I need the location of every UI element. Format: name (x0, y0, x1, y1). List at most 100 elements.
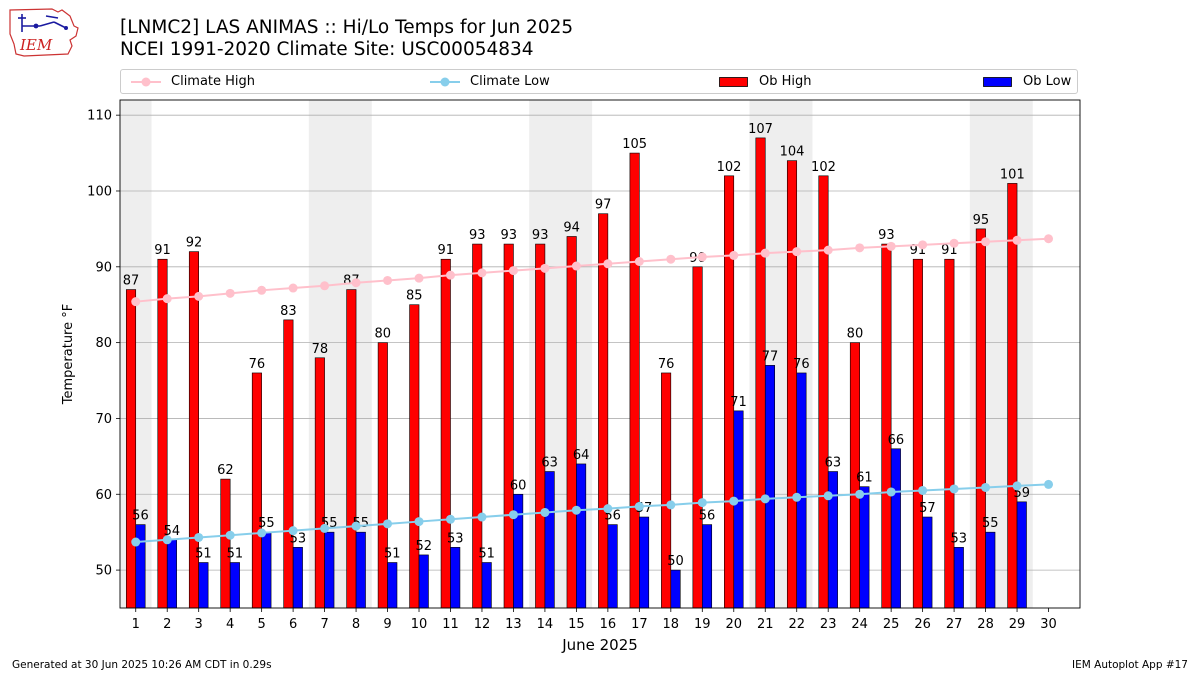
climate-high-point (823, 245, 833, 255)
ob-low-label: 51 (384, 547, 401, 562)
ob-high-label: 87 (123, 274, 140, 289)
climate-high-point (760, 248, 770, 258)
climate-low-point (508, 510, 518, 520)
ob-high-bar (661, 372, 672, 609)
climate-low-point (760, 494, 770, 504)
app-credit: IEM Autoplot App #17 (1072, 659, 1188, 671)
ob-high-bar (598, 213, 609, 609)
ob-high-label: 80 (375, 327, 392, 342)
ob-low-label: 71 (730, 395, 747, 410)
ob-high-bar (503, 243, 514, 609)
climate-low-point (981, 482, 991, 492)
x-tick-label: 17 (631, 617, 648, 632)
ob-high-label: 78 (312, 342, 329, 357)
climate-low-point (445, 514, 455, 524)
ob-low-label: 63 (825, 456, 842, 471)
ob-low-label: 66 (888, 433, 905, 448)
ob-low-bar (1016, 501, 1027, 609)
ob-high-bar (724, 175, 735, 609)
climate-high-point (1044, 234, 1054, 244)
climate-low-line (135, 483, 1049, 544)
climate-high-point (383, 275, 393, 285)
ob-low-bar (733, 410, 744, 609)
climate-low-marker (430, 77, 460, 86)
ob-low-label: 51 (478, 547, 495, 562)
ob-low-bar (229, 562, 240, 609)
climate-low-point (603, 504, 613, 514)
ob-high-bar (629, 152, 640, 609)
climate-low-point (320, 523, 330, 533)
x-tick-label: 20 (725, 617, 742, 632)
ob-low-label: 57 (919, 501, 936, 516)
y-tick-label: 110 (87, 109, 112, 124)
x-tick-label: 30 (1040, 617, 1057, 632)
ob-high-label: 93 (500, 228, 517, 243)
x-tick-label: 29 (1009, 617, 1026, 632)
x-tick-label: 21 (757, 617, 774, 632)
legend-ob-low: Ob Low (983, 70, 1071, 93)
ob-low-label: 55 (258, 516, 275, 531)
ob-high-bar (314, 357, 325, 609)
climate-high-point (477, 268, 487, 278)
ob-high-label: 62 (217, 463, 234, 478)
climate-high-point (225, 288, 235, 298)
chart-subtitle: NCEI 1991-2020 Climate Site: USC00054834 (120, 39, 534, 60)
ob-high-label: 93 (469, 228, 486, 243)
ob-high-label: 94 (563, 220, 580, 235)
ob-low-bar (450, 547, 461, 609)
x-tick-label: 6 (289, 617, 297, 632)
iem-logo: IEM (9, 8, 79, 57)
climate-low-point (634, 501, 644, 511)
ob-low-bar (166, 539, 177, 609)
climate-high-point (414, 273, 424, 283)
climate-low-point (194, 532, 204, 542)
climate-low-point (886, 487, 896, 497)
climate-low-point (257, 528, 267, 538)
ob-low-label: 56 (699, 509, 716, 524)
x-tick-label: 8 (352, 617, 360, 632)
ob-low-bar (764, 365, 775, 609)
ob-low-label: 53 (951, 531, 968, 546)
ob-high-swatch (719, 76, 748, 87)
ob-high-label: 107 (748, 122, 773, 137)
climate-high-point (855, 243, 865, 253)
ob-low-bar (135, 524, 146, 609)
ob-low-bar (922, 516, 933, 609)
ob-high-label: 102 (811, 160, 836, 175)
generated-timestamp: Generated at 30 Jun 2025 10:26 AM CDT in… (12, 659, 272, 671)
ob-low-bar (670, 569, 681, 609)
climate-low-point (666, 500, 676, 510)
logo-text: IEM (19, 36, 53, 54)
ob-high-bar (125, 289, 137, 609)
ob-low-label: 50 (667, 554, 684, 569)
ob-low-label: 76 (793, 357, 810, 372)
x-tick-label: 27 (946, 617, 963, 632)
x-tick-label: 11 (442, 617, 459, 632)
x-tick-label: 26 (914, 617, 931, 632)
ob-high-label: 85 (406, 289, 423, 304)
ob-high-label: 91 (154, 243, 171, 258)
legend-climate-low: Climate Low (430, 70, 550, 93)
ob-high-bar (786, 160, 798, 609)
y-tick-label: 80 (95, 336, 112, 351)
climate-low-point (288, 526, 298, 536)
climate-high-point (351, 278, 361, 288)
climate-high-marker (131, 77, 161, 86)
x-tick-label: 13 (505, 617, 522, 632)
x-tick-label: 10 (411, 617, 428, 632)
x-tick-label: 7 (320, 617, 328, 632)
ob-low-label: 51 (195, 547, 212, 562)
ob-high-bar (881, 243, 892, 609)
climate-low-point (1012, 481, 1022, 491)
ob-high-bar (346, 289, 357, 609)
x-tick-label: 18 (663, 617, 680, 632)
y-tick-label: 50 (95, 564, 112, 579)
ob-high-label: 76 (249, 357, 266, 372)
ob-low-bar (859, 486, 870, 609)
ob-high-label: 95 (973, 213, 990, 228)
ob-high-bar (975, 228, 986, 609)
ob-low-bar (481, 562, 492, 609)
ob-low-label: 51 (227, 547, 244, 562)
ob-high-label: 83 (280, 304, 297, 319)
ob-low-label: 56 (132, 509, 149, 524)
